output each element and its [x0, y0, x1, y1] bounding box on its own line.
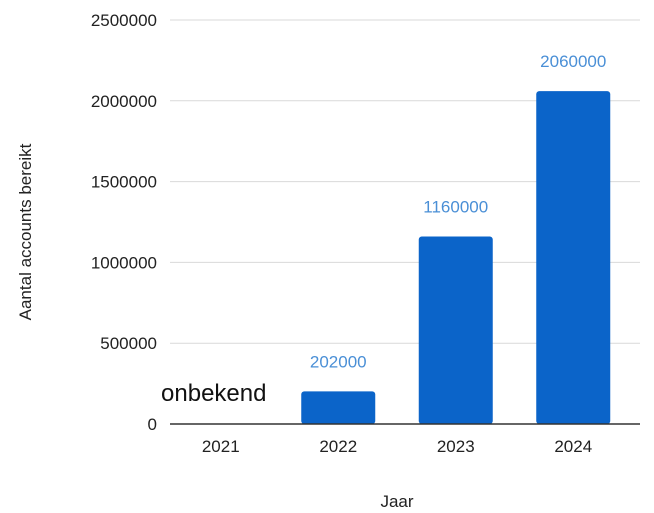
x-tick-label: 2021 [202, 437, 240, 456]
bar-2022 [301, 391, 376, 424]
data-label-2022: 202000 [310, 352, 367, 371]
bars [301, 91, 611, 424]
y-tick-label: 2500000 [91, 11, 157, 30]
data-labels: 202000 1160000 2060000 [310, 52, 606, 371]
y-tick-label: 2000000 [91, 92, 157, 111]
data-label-2024: 2060000 [540, 52, 606, 71]
y-tick-label: 1000000 [91, 253, 157, 272]
x-tick-label: 2024 [554, 437, 592, 456]
y-axis-tick-labels: 0 500000 1000000 1500000 2000000 2500000 [91, 11, 157, 434]
x-axis-title: Jaar [380, 492, 413, 511]
bar-2024 [536, 91, 611, 424]
x-axis-tick-labels: 2021 2022 2023 2024 [202, 437, 592, 456]
y-tick-label: 500000 [100, 334, 157, 353]
data-label-2023: 1160000 [423, 198, 488, 217]
x-tick-label: 2022 [319, 437, 357, 456]
y-tick-label: 0 [148, 415, 157, 434]
y-axis-title: Aantal accounts bereikt [16, 143, 35, 320]
annotations: onbekend [161, 380, 266, 407]
x-tick-label: 2023 [437, 437, 475, 456]
y-tick-label: 1500000 [91, 173, 157, 192]
annotation-label: onbekend [161, 380, 266, 407]
bar-2023 [418, 236, 493, 424]
